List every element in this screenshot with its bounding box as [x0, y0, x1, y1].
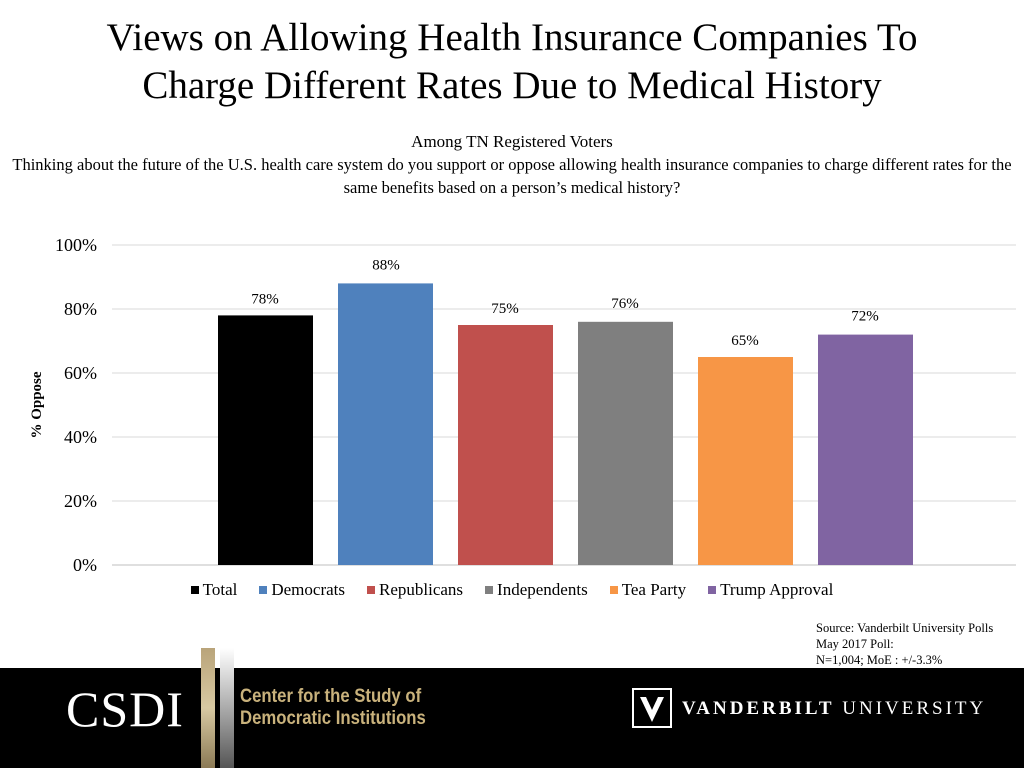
title-line-2: Charge Different Rates Due to Medical Hi…: [142, 64, 882, 107]
survey-question: Thinking about the future of the U.S. he…: [12, 155, 1012, 197]
bar-republicans: [458, 325, 553, 565]
bar-independents: [578, 321, 673, 565]
y-tick-label: 100%: [55, 235, 97, 255]
legend-label: Independents: [497, 580, 588, 599]
legend-label: Democrats: [271, 580, 345, 599]
source-line-1: Source: Vanderbilt University Polls: [816, 621, 994, 635]
legend-swatch: [190, 586, 199, 594]
legend-label: Trump Approval: [720, 580, 834, 599]
data-label: 78%: [251, 291, 279, 307]
gold-accent-bar: [201, 648, 215, 768]
csdi-name-line-2: Democratic Institutions: [240, 708, 426, 729]
legend-item: Total: [190, 580, 238, 600]
bar-tea-party: [698, 357, 793, 565]
csdi-name-line-1: Center for the Study of: [240, 686, 422, 707]
source-note: Source: Vanderbilt University Polls May …: [816, 620, 993, 668]
footer-band: [0, 668, 1024, 768]
legend-item: Independents: [485, 580, 588, 600]
legend-item: Republicans: [367, 580, 463, 600]
legend-label: Republicans: [379, 580, 464, 599]
title-line-1: Views on Allowing Health Insurance Compa…: [106, 16, 918, 59]
data-label: 88%: [372, 257, 400, 273]
data-label: 72%: [851, 309, 879, 325]
chart-title: Views on Allowing Health Insurance Compa…: [0, 14, 1024, 110]
y-tick-label: 60%: [64, 363, 97, 383]
legend-swatch: [708, 586, 717, 594]
vu-wordmark-regular: UNIVERSITY: [842, 698, 987, 719]
y-tick-label: 20%: [64, 491, 97, 511]
gray-accent-bar: [220, 648, 234, 768]
legend-swatch: [485, 586, 494, 594]
vu-wordmark-bold: VANDERBILT: [682, 698, 835, 719]
vanderbilt-shield-icon: [632, 688, 672, 728]
data-label: 76%: [611, 296, 639, 312]
legend-swatch: [367, 586, 375, 594]
legend-label: Tea Party: [621, 580, 687, 599]
bar-chart: 0% 20% 40% 60% 80% 100% % Oppose 78% 88% 75% 76% 65…: [29, 235, 1016, 575]
y-tick-label: 40%: [64, 427, 97, 447]
source-line-3: N=1,004; MoE : +/-3.3%: [816, 653, 943, 667]
bar-total: [218, 315, 313, 565]
legend-item: Democrats: [259, 580, 345, 600]
legend-swatch: [609, 586, 618, 594]
legend-swatch: [259, 586, 268, 594]
data-label: 65%: [731, 333, 759, 349]
legend-item: Trump Approval: [708, 580, 833, 600]
y-tick-label: 0%: [73, 555, 97, 575]
y-tick-label: 80%: [64, 299, 97, 319]
vanderbilt-wordmark: VANDERBILT UNIVERSITY: [682, 698, 986, 720]
legend-label: Total: [202, 580, 238, 599]
chart-subtitle: Among TN Registered Voters: [411, 132, 613, 151]
legend-item: Tea Party: [609, 580, 687, 600]
data-label: 75%: [491, 301, 519, 317]
csdi-logo: CSDI: [66, 681, 184, 737]
chart-legend: Total Democrats Republicans Independents Tea…: [0, 580, 1024, 600]
bar-democrats: [338, 283, 433, 565]
bar-trump-approval: [818, 334, 913, 565]
source-line-2: May 2017 Poll:: [816, 637, 894, 651]
y-axis-label: % Oppose: [29, 371, 45, 438]
csdi-full-name: Center for the Study of Democratic Insti…: [240, 686, 426, 730]
